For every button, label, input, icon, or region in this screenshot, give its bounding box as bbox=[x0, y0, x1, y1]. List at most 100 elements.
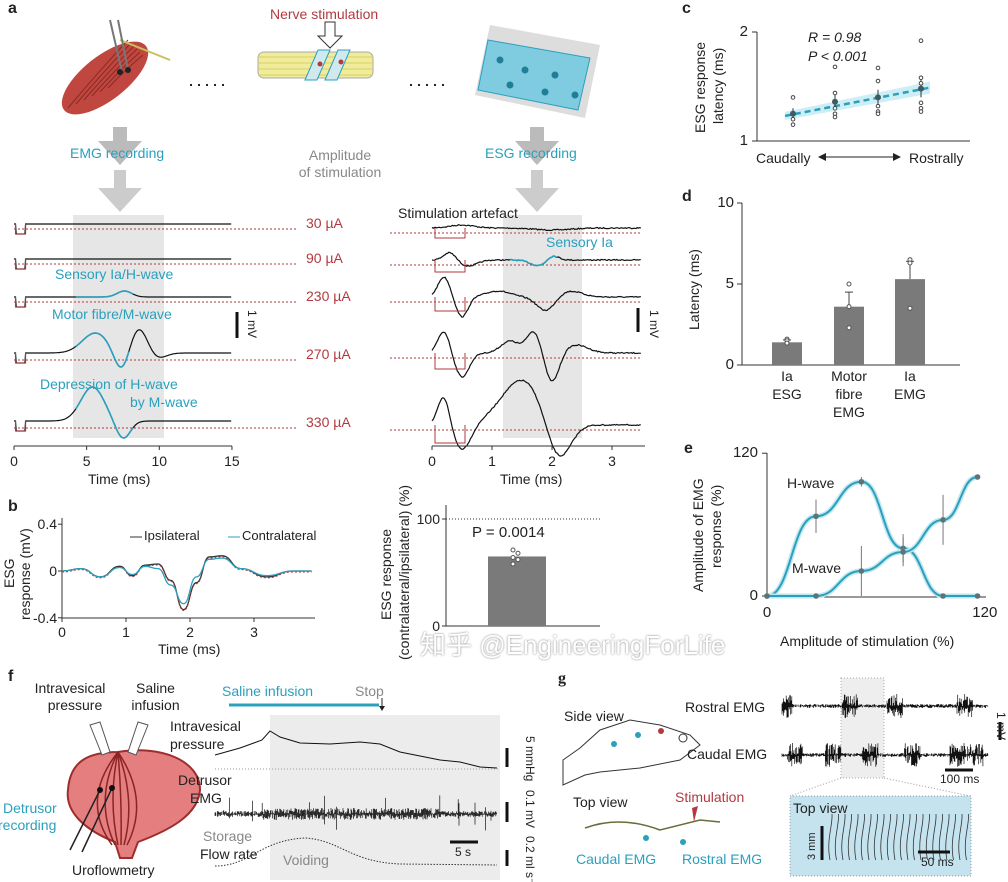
bladder-muscle-line bbox=[112, 751, 119, 846]
f-voiding: Voiding bbox=[283, 852, 329, 868]
stop-arrow-head bbox=[379, 706, 385, 711]
f-detrusor-rec-1: Detrusor bbox=[3, 800, 57, 816]
f-storage: Storage bbox=[203, 828, 253, 844]
d-category-label: Motor bbox=[831, 368, 867, 384]
c-data-point bbox=[832, 64, 838, 70]
bladder-illustration bbox=[66, 749, 202, 859]
f-stop: Stop bbox=[355, 683, 384, 699]
esg-scale-label: 1 mV bbox=[647, 310, 661, 339]
c-caudally: Caudally bbox=[756, 150, 811, 166]
panel-label-e: e bbox=[684, 440, 693, 457]
g-caudal-emg-trace bbox=[781, 743, 989, 767]
c-mean-point bbox=[790, 110, 796, 117]
b-xlabel: Time (ms) bbox=[158, 641, 221, 657]
rostral-electrode bbox=[680, 839, 686, 845]
e-data-point bbox=[940, 593, 946, 599]
g-inset-swim-trace bbox=[867, 813, 872, 861]
sensory-ia-label: Sensory Ia bbox=[546, 234, 613, 250]
b-x-tick-label: 0 bbox=[58, 624, 66, 640]
emg-x-tick-label: 10 bbox=[151, 453, 168, 469]
arrow-stem bbox=[113, 127, 127, 141]
c-data-point bbox=[790, 116, 796, 122]
bladder-muscle-line bbox=[96, 751, 119, 846]
g-inset-swim-trace bbox=[860, 813, 865, 861]
b-x-tick-label: 2 bbox=[186, 624, 194, 640]
down-arrow-icon bbox=[98, 141, 142, 165]
stimulation-artefact-esg bbox=[434, 297, 466, 312]
b-bar-ylabel-1: ESG response bbox=[378, 528, 394, 620]
e-y-tick-label: 120 bbox=[732, 444, 758, 462]
emg-trace bbox=[14, 223, 232, 235]
e-data-point bbox=[974, 474, 981, 480]
f-saline-1: Saline bbox=[136, 680, 175, 696]
nerve-fibre bbox=[119, 39, 171, 61]
emg-trace-highlight bbox=[75, 386, 134, 439]
g-side-view: Side view bbox=[564, 708, 624, 724]
emg-x-tick-label: 0 bbox=[10, 453, 18, 469]
emg-x-tick-label: 15 bbox=[224, 453, 240, 469]
f-scale-time: 5 s bbox=[455, 845, 472, 859]
stimulation-artefact-emg bbox=[14, 421, 27, 432]
d-y-tick-label: 5 bbox=[725, 275, 734, 292]
f-scale-flow: 0.2 ml s⁻¹ bbox=[523, 836, 537, 882]
c-data-point bbox=[790, 95, 796, 100]
electrode-wire bbox=[109, 19, 129, 73]
b-bar-y-tick-label: 0 bbox=[432, 618, 440, 634]
g-inset bbox=[789, 795, 972, 877]
muscle-fibre bbox=[91, 48, 138, 97]
g-inset-swim-trace bbox=[847, 813, 852, 861]
panel-label-d: d bbox=[682, 188, 692, 205]
b-bar-p-value: P = 0.0014 bbox=[472, 524, 545, 541]
g-inset-swim-trace bbox=[906, 813, 911, 861]
esg-trace bbox=[431, 224, 641, 232]
b-bar-ylabel-2: (contralateral/ipsilateral) (%) bbox=[396, 484, 412, 660]
b-bar-point bbox=[510, 555, 516, 561]
g-caudal-emg: Caudal EMG bbox=[576, 851, 657, 867]
b-bar bbox=[488, 556, 546, 626]
d-data-point bbox=[907, 305, 913, 311]
panel-label-c: c bbox=[682, 0, 691, 17]
emg-xlabel: Time (ms) bbox=[88, 471, 151, 487]
watermark: 知乎 @EngineeringForLife bbox=[420, 630, 726, 660]
d-data-point bbox=[846, 304, 852, 310]
esg-electrode bbox=[496, 56, 504, 64]
bladder-muscle-line bbox=[117, 751, 138, 846]
c-fit-line bbox=[784, 86, 931, 118]
f-detrusor-rec-2: recording bbox=[0, 817, 57, 833]
d-data-point bbox=[846, 325, 852, 331]
d-y-tick-label: 0 bbox=[725, 356, 734, 373]
b-bar-point bbox=[510, 561, 516, 567]
f-uroflowmetry: Uroflowmetry bbox=[72, 862, 155, 878]
e-y-tick-label: 0 bbox=[749, 587, 758, 604]
emg-trace-highlight bbox=[75, 290, 134, 298]
g-trace-caudal: Caudal EMG bbox=[687, 746, 768, 762]
b-y-tick-label: 0 bbox=[49, 563, 57, 579]
g-trace-rostral: Rostral EMG bbox=[685, 699, 766, 715]
panel-label-b: b bbox=[8, 498, 18, 515]
c-data-point bbox=[832, 114, 838, 120]
amplitude-label: 230 µA bbox=[306, 288, 351, 304]
arrow-left-icon bbox=[818, 153, 826, 161]
electrode-tip bbox=[97, 787, 103, 793]
panel-label-g: g bbox=[558, 670, 566, 687]
zebrafish-side-illustration bbox=[562, 719, 701, 786]
stimulation-cuff bbox=[324, 49, 351, 81]
c-data-point bbox=[832, 90, 838, 96]
electrode-tip bbox=[117, 69, 123, 75]
e-data-point bbox=[974, 593, 981, 599]
stimulation-electrode-icon bbox=[692, 806, 698, 822]
d-category-label: EMG bbox=[894, 386, 926, 402]
c-data-point bbox=[918, 38, 924, 44]
f-trace-emg-2: EMG bbox=[190, 790, 222, 806]
fish-electrode bbox=[611, 741, 617, 747]
g-inset-swim-trace bbox=[854, 813, 859, 861]
c-data-point bbox=[875, 103, 881, 109]
down-arrow-icon bbox=[98, 188, 142, 212]
g-inset-title: Top view bbox=[793, 800, 848, 816]
esg-trace-highlight bbox=[509, 255, 558, 267]
e-data-point bbox=[764, 593, 770, 599]
electrode-tip bbox=[109, 785, 115, 791]
e-data-point bbox=[900, 549, 906, 555]
stimulation-cuff bbox=[304, 49, 331, 81]
e-data-point bbox=[813, 593, 819, 599]
